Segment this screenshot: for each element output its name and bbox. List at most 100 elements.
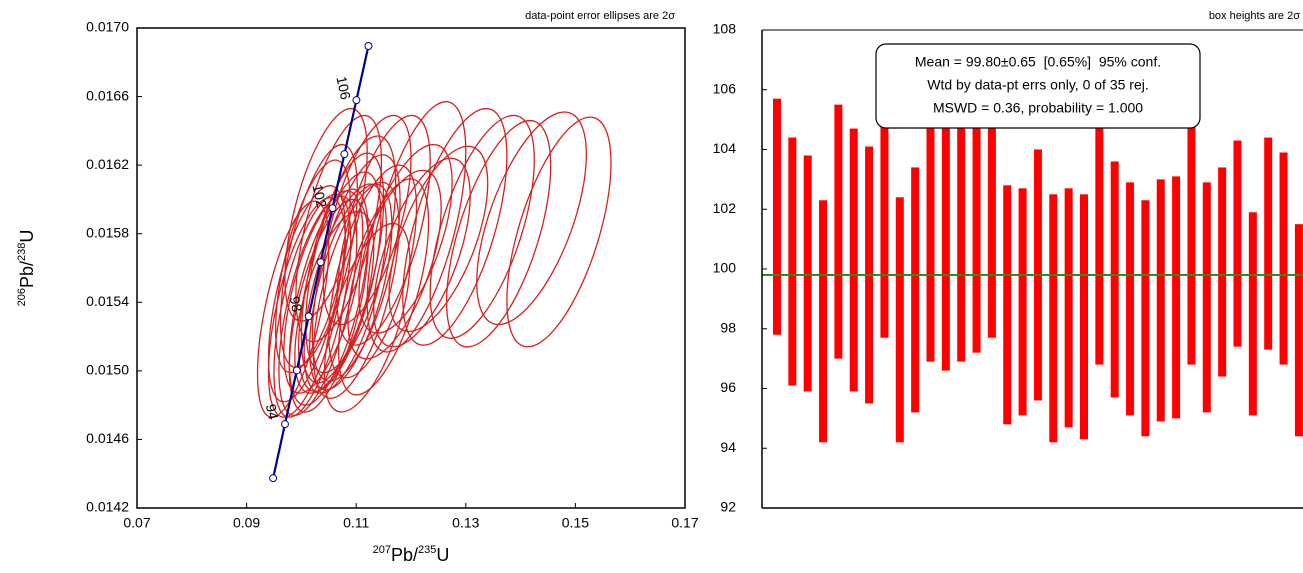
annotation: box heights are 2σ [1209,10,1300,22]
error-box [819,200,828,443]
y-tick-label: 96 [720,379,736,395]
y-tick-label: 92 [720,499,736,515]
x-tick-label: 0.11 [343,515,369,531]
stats-box: Mean = 99.80±0.65 [0.65%] 95% conf. Wtd b… [875,43,1201,129]
error-ellipse [256,200,330,418]
y-tick-label: 0.0166 [86,87,129,103]
age-marker [292,366,301,375]
error-ellipse [388,145,489,333]
age-marker [280,420,289,429]
age-marker [304,312,313,321]
y-tick-label: 0.0142 [86,499,129,515]
error-ellipse [429,114,535,339]
error-box [1233,140,1242,347]
error-box [1095,110,1104,365]
age-label: 102 [309,183,330,209]
y-tick-label: 0.0158 [86,224,129,240]
error-ellipse [312,181,400,399]
error-box [1156,179,1165,422]
plot-area [256,42,612,483]
age-marker [269,474,278,483]
y-tick-label: 0.0146 [86,430,129,446]
error-ellipse [358,143,453,334]
label-part: 206 [16,288,28,306]
error-ellipse [278,195,358,417]
y-tick-label: 0.0154 [86,293,129,309]
stats-line: MSWD = 0.36, probability = 1.000 [933,100,1143,116]
error-ellipse [476,111,588,326]
error-box [1187,107,1196,365]
error-box [834,104,843,359]
error-ellipse [336,114,431,346]
error-box [880,104,889,338]
error-box [1003,185,1012,425]
stats-frame [875,43,1201,129]
error-box [1049,194,1058,443]
error-ellipse [308,183,393,391]
y-tick-label: 94 [720,439,736,455]
error-box [1064,188,1073,428]
stats-line: Mean = 99.80±0.65 [0.65%] 95% conf. [915,54,1161,70]
y-tick-label: 98 [720,319,736,335]
age-marker [328,204,337,213]
error-ellipse [298,171,382,393]
error-box [1279,152,1288,365]
error-ellipse [328,164,418,379]
error-box [1141,200,1150,437]
error-box [788,137,797,386]
error-box [803,155,812,392]
age-marker [316,258,325,267]
x-tick-label: 0.13 [452,515,479,531]
error-box [1018,188,1027,416]
label-part: 207 [373,544,391,556]
error-ellipse [294,210,375,394]
error-box [1264,137,1273,350]
error-ellipse [338,178,430,396]
age-marker [340,150,349,159]
error-box [849,128,858,392]
label-part: Pb/ [391,545,418,565]
error-ellipse [506,116,612,348]
label-part: U [17,230,37,243]
plot-area [762,89,1303,443]
error-ellipse [323,222,411,413]
error-ellipse [273,193,352,418]
annotation: data-point error ellipses are 2σ [525,10,675,22]
error-box [957,98,966,362]
label-part: U [436,545,449,565]
y-tick-label: 102 [713,200,737,216]
x-tick-label: 0.09 [233,515,260,531]
error-box [972,104,981,353]
error-box [911,167,920,413]
error-ellipse [283,190,364,394]
stats-line: Wtd by data-pt errs only, 0 of 35 rej. [927,77,1149,93]
y-tick-label: 106 [713,80,737,96]
error-box [926,104,935,362]
error-box [773,98,781,335]
y-tick-label: 104 [713,140,737,156]
x-tick-label: 0.07 [123,515,150,531]
label-part: Pb/ [17,261,37,288]
age-label: 94 [263,403,282,422]
error-box [1080,194,1088,440]
age-label: 106 [333,75,354,101]
error-box [1110,161,1119,398]
y-tick-label: 0.0162 [86,156,129,172]
y-tick-label: 100 [713,260,737,276]
error-box [1172,176,1181,419]
age-label: 98 [287,295,306,314]
error-ellipse [267,197,346,418]
error-ellipse [279,143,358,369]
error-box [1248,212,1257,416]
error-box [941,89,950,371]
x-axis-label: 207Pb/235U [373,544,450,565]
error-box [895,197,904,443]
y-tick-label: 0.0170 [86,19,129,35]
error-box [1218,167,1227,377]
x-tick-label: 0.17 [671,515,698,531]
label-part: 235 [418,544,436,556]
age-marker [352,96,361,105]
error-box [1126,182,1135,416]
